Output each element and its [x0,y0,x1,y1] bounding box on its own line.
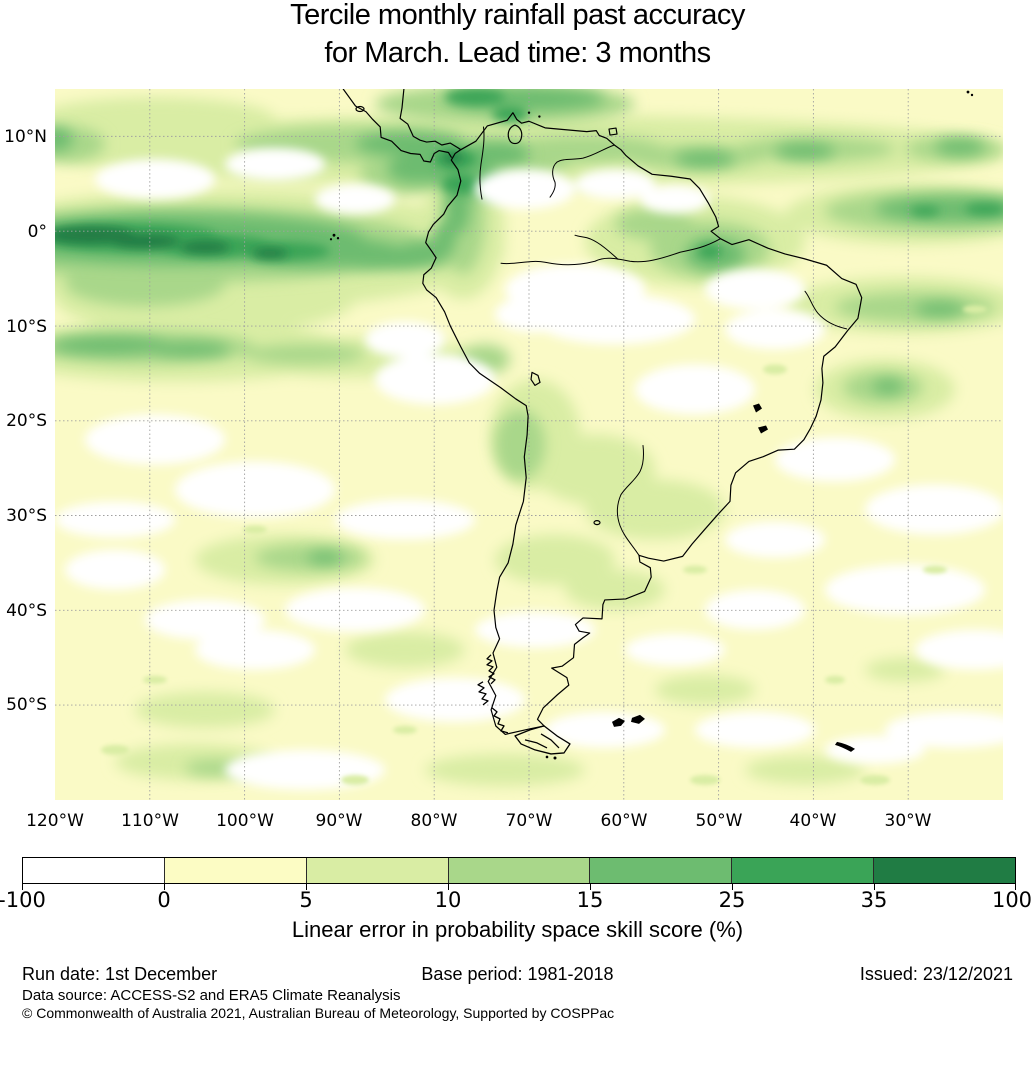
footer-row: Run date: 1st December Base period: 1981… [0,962,1035,986]
colorbar-segment [731,858,874,883]
colorbar-label-100: 100 [991,888,1033,912]
colorbar-tick [448,884,449,890]
lon-label-60w: 60°W [600,811,648,831]
colorbar-label-neg100: -100 [0,888,46,912]
lat-label-10s: 10°S [6,317,47,337]
lon-label-80w: 80°W [410,811,458,831]
colorbar-segment [873,858,1016,883]
colorbar-segment [447,858,590,883]
colorbar-label-0: 0 [157,888,171,912]
colorbar-segment [589,858,732,883]
colorbar-tick [732,884,733,890]
fjords-and-islands [477,654,571,755]
rivers [479,126,848,556]
colorbar-tick [1015,884,1016,890]
lat-label-0: 0° [27,222,47,242]
chart-title: Tercile monthly rainfall past accuracy f… [0,0,1035,72]
colorbar-segment [163,858,306,883]
colorbar-tick [590,884,591,890]
chart-title-line1: Tercile monthly rainfall past accuracy [290,0,745,31]
data-source-text: Data source: ACCESS-S2 and ERA5 Climate … [22,987,401,1004]
colorbar-label-25: 25 [718,888,746,912]
colorbar-label-5: 5 [299,888,313,912]
small-islands [329,90,974,760]
lon-label-100w: 100°W [216,811,274,831]
lat-label-20s: 20°S [6,411,47,431]
lat-label-40s: 40°S [6,601,47,621]
run-date-text: Run date: 1st December [22,964,218,984]
lon-label-30w: 30°W [884,811,932,831]
map-area [55,89,1003,800]
colorbar-tick [164,884,165,890]
colorbar [22,857,1016,884]
map-canvas [55,89,1003,800]
lon-label-110w: 110°W [121,811,179,831]
chart-title-line2: for March. Lead time: 3 months [324,37,711,69]
lat-label-30s: 30°S [6,506,47,526]
colorbar-label-10: 10 [434,888,462,912]
colorbar-segment [305,858,448,883]
lon-label-120w: 120°W [26,811,84,831]
base-period-text: Base period: 1981-2018 [421,964,614,984]
colorbar-caption: Linear error in probability space skill … [291,917,744,942]
colorbar-label-35: 35 [860,888,888,912]
lon-label-90w: 90°W [315,811,363,831]
lon-label-70w: 70°W [505,811,553,831]
coastline [342,89,863,736]
colorbar-label-15: 15 [576,888,604,912]
colorbar-segment [23,858,164,883]
colorbar-tick [874,884,875,890]
colorbar-tick [306,884,307,890]
colorbar-tick [22,884,23,890]
lat-label-10n: 10°N [4,127,47,147]
issued-text: Issued: 23/12/2021 [859,964,1013,984]
lon-label-40w: 40°W [789,811,837,831]
copyright-text: © Commonwealth of Australia 2021, Austra… [22,1005,615,1021]
lon-label-50w: 50°W [695,811,743,831]
lat-label-50s: 50°S [6,695,47,715]
